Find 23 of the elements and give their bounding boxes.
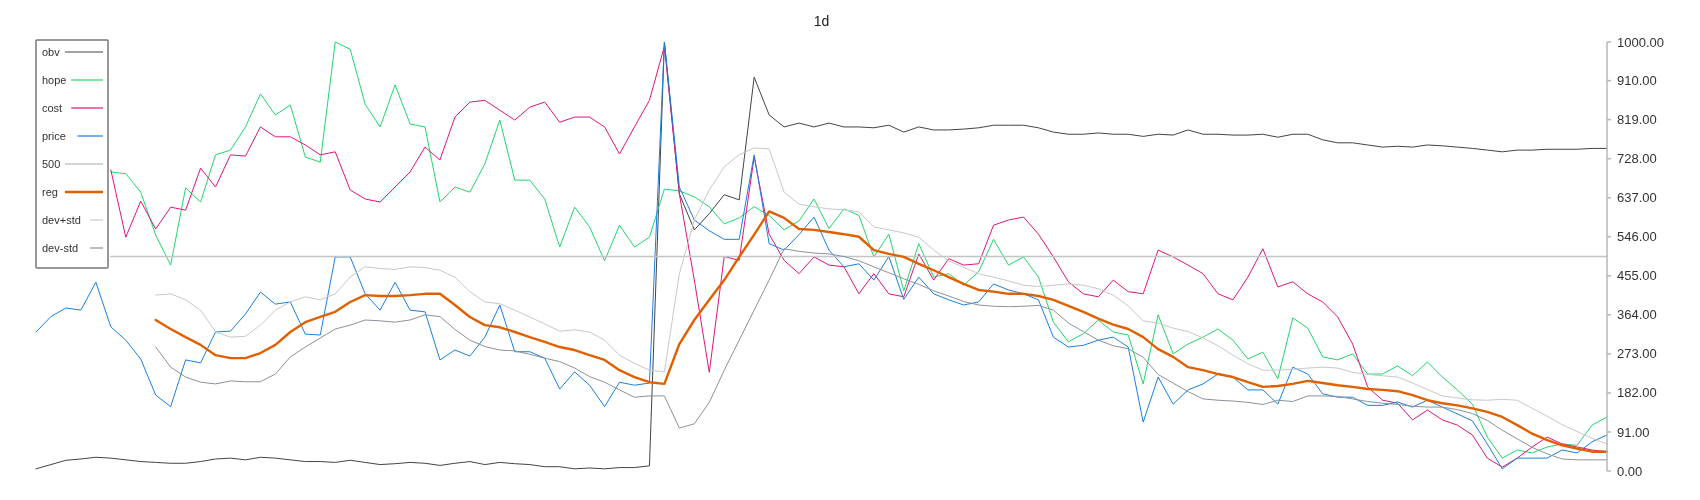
y-tick-label: 455.00: [1617, 268, 1657, 284]
legend-label: price: [42, 129, 66, 142]
y-tick-label: 364.00: [1617, 307, 1657, 323]
y-tick-label: 273.00: [1617, 346, 1657, 362]
chart-title: 1d: [813, 13, 830, 29]
legend-label: dev+std: [42, 213, 81, 226]
y-tick-label: 0.00: [1617, 463, 1643, 479]
legend-label: obv: [42, 45, 61, 58]
line-series: [154, 210, 1609, 453]
legend-label: dev-std: [42, 241, 79, 254]
y-tick-label: 728.00: [1617, 151, 1657, 167]
y-tick-label: 1000.00: [1617, 34, 1664, 50]
legend-label: hope: [42, 73, 67, 86]
legend-label: reg: [42, 185, 58, 198]
legend-label: 500: [42, 157, 61, 170]
y-tick-label: 910.00: [1617, 73, 1657, 89]
y-tick-label: 546.00: [1617, 229, 1657, 245]
line-series: [155, 248, 1608, 461]
y-tick-label: 91.00: [1617, 424, 1650, 440]
y-tick-label: 819.00: [1617, 112, 1657, 128]
y-tick-label: 182.00: [1617, 385, 1657, 401]
legend-label: cost: [42, 101, 63, 114]
y-tick-label: 637.00: [1617, 190, 1657, 206]
